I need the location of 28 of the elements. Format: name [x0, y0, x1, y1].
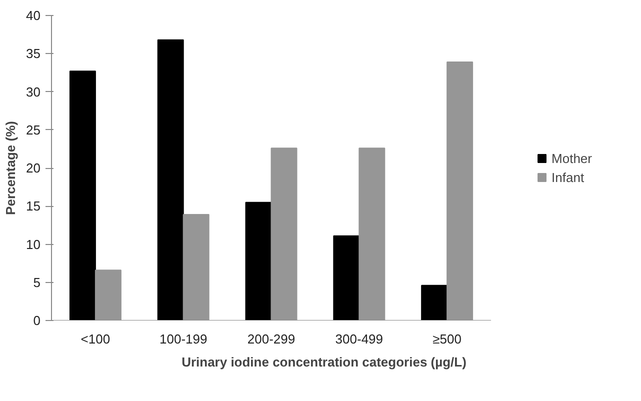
x-tick-label: <100: [80, 332, 110, 346]
y-tick-label: 0: [33, 313, 41, 328]
y-tick-label: 40: [26, 8, 41, 23]
bar: [182, 214, 210, 320]
legend-label: Infant: [552, 170, 584, 184]
bar: [421, 284, 448, 320]
y-tick-label: 30: [26, 84, 41, 100]
bar: [157, 39, 184, 320]
x-tick-label: 100-199: [160, 332, 208, 346]
legend-label: Mother: [552, 150, 592, 166]
x-axis-title: Urinary iodine concentration categories (µg/L): [182, 354, 466, 370]
bar: [446, 62, 474, 320]
y-tick-label: 5: [33, 274, 41, 290]
bar: [245, 202, 272, 320]
y-tick-label: 10: [26, 236, 41, 252]
y-tick-label: 25: [26, 122, 41, 138]
x-tick-label: 200-299: [247, 332, 296, 346]
y-tick-label: 35: [26, 46, 41, 62]
bar: [333, 235, 360, 320]
bar: [69, 70, 96, 320]
bar: [270, 148, 298, 320]
bar: [358, 148, 386, 320]
x-tick-label: 300-499: [335, 332, 384, 346]
bar: [94, 270, 122, 320]
y-tick-label: 15: [26, 198, 41, 214]
y-tick-label: 20: [26, 160, 41, 176]
x-tick-label: ≥500: [432, 332, 462, 346]
y-axis-title: Percentage (%): [3, 121, 18, 215]
